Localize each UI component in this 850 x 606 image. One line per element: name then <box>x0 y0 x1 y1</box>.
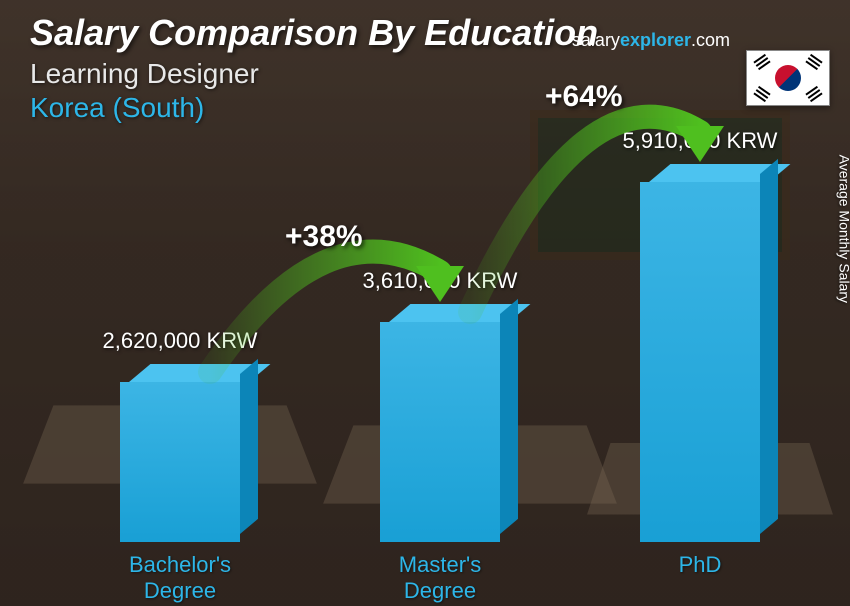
bar-value-label: 5,910,000 KRW <box>590 128 810 154</box>
brand-highlight: explorer <box>620 30 691 50</box>
header: Salary Comparison By Education Learning … <box>30 12 598 124</box>
bar-side <box>500 299 518 534</box>
y-axis-label: Average Monthly Salary <box>836 155 850 303</box>
country-name: Korea (South) <box>30 92 598 124</box>
bar-category-label: Master'sDegree <box>340 552 540 604</box>
brand-prefix: salary <box>572 30 620 50</box>
salary-bar-chart: 2,620,000 KRWBachelor'sDegree 3,610,000 K… <box>60 142 800 542</box>
bar-value-label: 2,620,000 KRW <box>70 328 290 354</box>
bar-side <box>760 159 778 534</box>
bar <box>380 322 500 542</box>
bar-front <box>380 322 500 542</box>
bar-value-label: 3,610,000 KRW <box>330 268 550 294</box>
job-title: Learning Designer <box>30 58 598 90</box>
brand-logo: salaryexplorer.com <box>572 30 730 51</box>
bar-category-label: Bachelor'sDegree <box>80 552 280 604</box>
bar-group: 5,910,000 KRWPhD <box>620 182 780 542</box>
bar <box>120 382 240 542</box>
brand-suffix: .com <box>691 30 730 50</box>
percentage-increase-label: +38% <box>285 220 363 254</box>
bar-category-label: PhD <box>600 552 800 578</box>
bar-side <box>240 359 258 534</box>
bar-group: 2,620,000 KRWBachelor'sDegree <box>100 382 260 542</box>
bar-front <box>640 182 760 542</box>
bar-group: 3,610,000 KRWMaster'sDegree <box>360 322 520 542</box>
page-title: Salary Comparison By Education <box>30 12 598 54</box>
country-flag-icon <box>746 50 830 106</box>
bar <box>640 182 760 542</box>
bar-front <box>120 382 240 542</box>
